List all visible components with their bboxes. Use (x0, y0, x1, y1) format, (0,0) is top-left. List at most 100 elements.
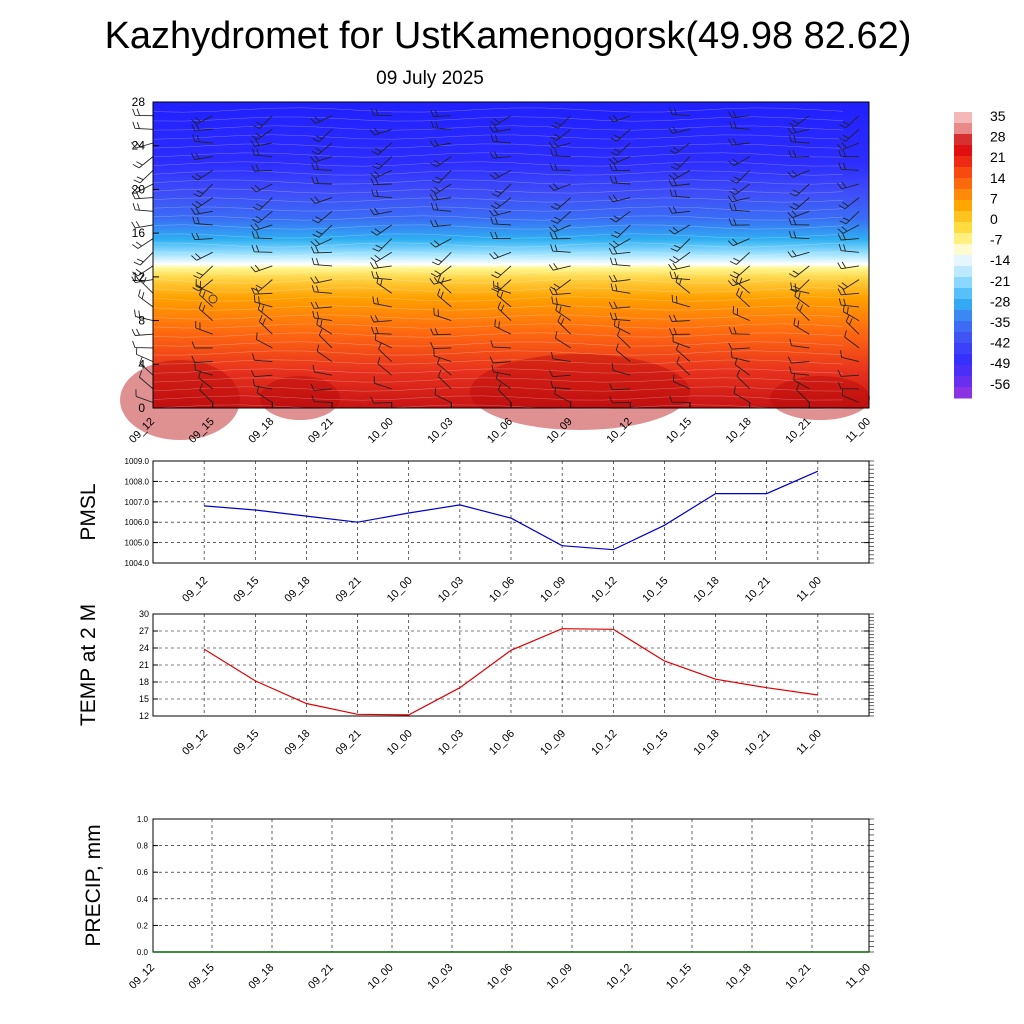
wind-barb (788, 230, 810, 240)
wind-barb (609, 163, 631, 172)
contour-line (152, 179, 844, 185)
x-tick-label: 10_00 (366, 962, 396, 992)
y-tick-label: 21 (139, 660, 149, 670)
colorbar-swatch (954, 365, 972, 377)
wind-barb (430, 109, 452, 117)
wind-barb (676, 356, 691, 376)
wind-barb (671, 294, 691, 308)
wind-barb (668, 169, 691, 180)
contour-line (152, 206, 844, 212)
wind-barb (497, 301, 512, 321)
wind-barb (429, 238, 452, 248)
wind-barb (491, 265, 512, 279)
colorbar-swatch (954, 222, 972, 234)
wind-barb (431, 251, 452, 266)
wind-barb (789, 279, 810, 293)
wind-barb (548, 224, 571, 233)
wind-barb (312, 128, 333, 143)
wind-barb (199, 383, 214, 403)
wind-barb (549, 232, 571, 240)
pmsl-series-line (204, 470, 819, 551)
wind-barb (608, 274, 631, 283)
wind-barb (490, 217, 512, 226)
colorbar-swatch (954, 288, 972, 300)
wind-barb (788, 115, 810, 127)
x-tick-label: 10_03 (425, 962, 455, 992)
x-tick-label: 10_09 (538, 728, 568, 758)
wind-barb (310, 115, 333, 124)
wind-barb (193, 183, 214, 198)
wind-barb (371, 326, 392, 335)
x-tick-label: 10_18 (692, 728, 722, 758)
wind-barb (489, 169, 512, 180)
wind-barb (433, 348, 452, 363)
wind-barb (311, 162, 333, 171)
x-tick-label: 09_18 (282, 728, 312, 758)
contour-line (152, 134, 844, 140)
x-tick-label: 10_03 (436, 728, 466, 758)
wind-barb (796, 301, 810, 321)
chart-title: Kazhydromet for UstKamenogorsk(49.98 82.… (105, 15, 912, 57)
wind-barb (669, 251, 691, 264)
wind-barb (668, 126, 691, 134)
wind-barb (192, 216, 213, 226)
x-tick-label: 09_18 (282, 575, 312, 605)
wind-barb (839, 210, 860, 225)
wind-barb (311, 142, 333, 155)
wind-barb (609, 257, 631, 267)
wind-barb (310, 155, 333, 163)
wind-barb (372, 238, 393, 252)
wind-barb (132, 108, 154, 117)
wind-barb (787, 356, 810, 364)
colorbar-swatch (954, 376, 972, 388)
wind-barb (255, 332, 273, 349)
wind-barb (841, 388, 860, 403)
wind-barb (736, 369, 751, 390)
contour-line (152, 269, 844, 275)
x-tick-label: 10_21 (743, 575, 773, 605)
y-tick-label: 1004.0 (125, 559, 150, 568)
wind-barb (195, 320, 213, 335)
wind-barb (251, 245, 273, 253)
x-tick-label: 09_15 (231, 575, 261, 605)
wind-barb (730, 169, 751, 184)
wind-barb (669, 271, 691, 281)
x-tick-label: 09_18 (246, 416, 276, 446)
wind-barb (131, 183, 154, 193)
wind-barb (312, 311, 333, 322)
contour-line (152, 260, 844, 266)
pmsl-panel: 1004.0 1005.0 1006.0 1007.0 1008.0 1009.0 09_1… (77, 457, 874, 605)
x-tick-label: 10_03 (425, 416, 455, 446)
colorbar-swatch (954, 332, 972, 344)
x-tick-label: 09_18 (246, 962, 276, 992)
contour-line (152, 314, 844, 320)
x-tick-label: 09_12 (180, 575, 210, 605)
wind-barb (675, 342, 691, 362)
wind-barb (370, 108, 392, 117)
wind-barb (251, 128, 273, 140)
wind-barb (310, 238, 333, 247)
colorbar-label: -49 (990, 355, 1010, 371)
colorbar-label: -28 (990, 293, 1010, 309)
y-tick-label: 0.4 (137, 895, 149, 904)
colorbar-swatch (954, 299, 972, 311)
wind-barb (134, 309, 154, 322)
wind-barb (378, 342, 393, 362)
wind-barb (838, 197, 860, 210)
x-tick-label: 10_21 (743, 728, 773, 758)
wind-barb (489, 208, 512, 217)
colorbar-label: -21 (990, 273, 1010, 289)
wind-barb (312, 224, 333, 238)
wind-barb (554, 387, 571, 403)
wind-barb (193, 265, 214, 279)
x-tick-label: 10_06 (485, 416, 515, 446)
colorbar-label: 0 (990, 211, 998, 227)
y-tick-label: 0.2 (137, 921, 149, 930)
x-tick-label: 10_15 (664, 416, 694, 446)
y-tick-label: 1009.0 (125, 457, 150, 466)
x-tick-label: 10_21 (783, 962, 813, 992)
wind-barb (789, 197, 810, 210)
contour-line (152, 125, 844, 131)
x-tick-label: 10_18 (724, 962, 754, 992)
